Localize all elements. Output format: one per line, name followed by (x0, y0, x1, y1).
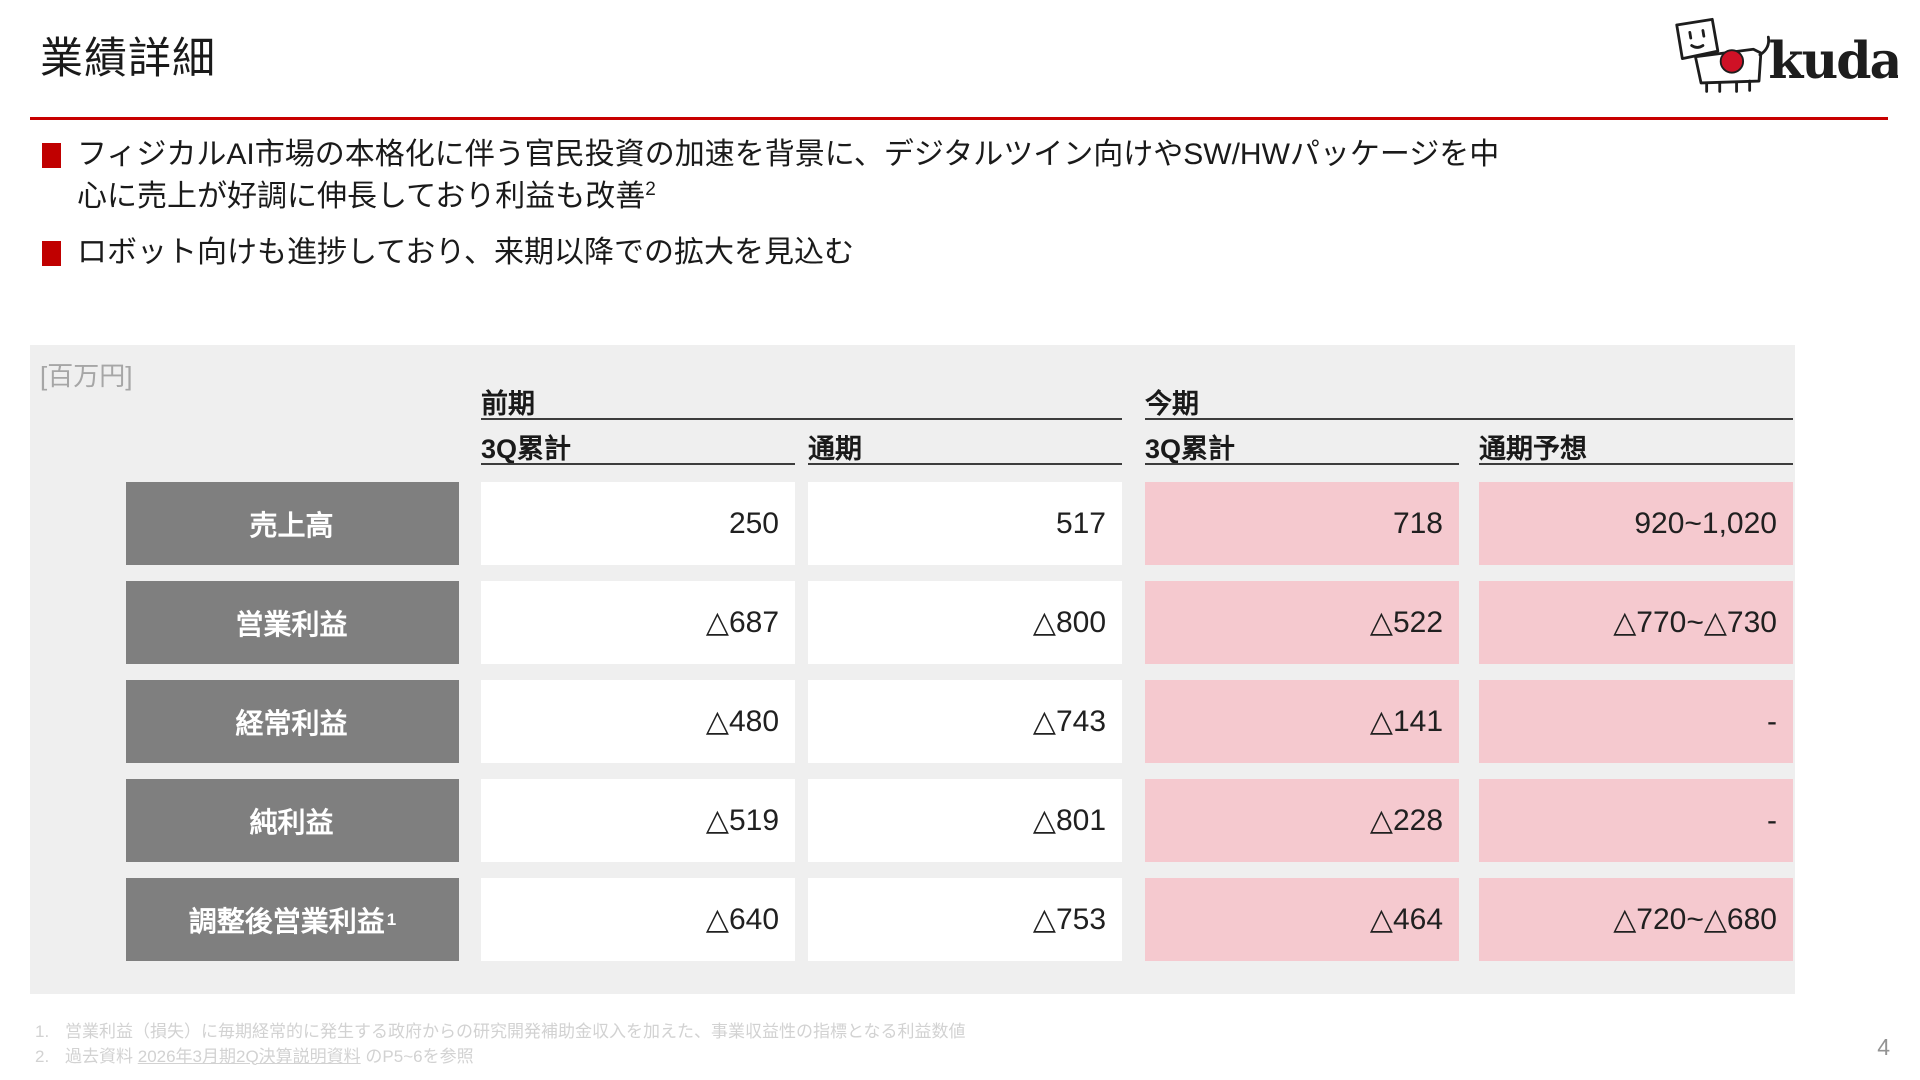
table-cell-highlighted: 718 (1145, 482, 1459, 565)
footnote-text: 営業利益（損失）に毎期経常的に発生する政府からの研究開発補助金収入を加えた、事業… (65, 1020, 966, 1045)
row-header: 経常利益 (126, 680, 459, 763)
column-header-underline (481, 463, 795, 465)
bullet-text: ロボット向けも進捗しており、来期以降での拡大を見込む (77, 232, 1527, 274)
footnote-number: 2. (35, 1046, 50, 1066)
table-cell: △753 (808, 878, 1122, 961)
column-header-full-year-forecast: 通期予想 (1479, 434, 1587, 464)
row-header-label: 純利益 (249, 806, 334, 838)
table-cell: △519 (481, 779, 795, 862)
table-cell-highlighted: △141 (1145, 680, 1459, 763)
row-header-label: 営業利益 (235, 608, 348, 640)
table-cell: △687 (481, 581, 795, 664)
bullet-text-body: フィジカルAI市場の本格化に伴う官民投資の加速を背景に、デジタルツイン向けやSW… (77, 138, 1500, 213)
table-cell-highlighted: △770~△730 (1479, 581, 1793, 664)
column-header-full-year-prev: 通期 (808, 434, 862, 464)
page-number: 4 (1877, 1034, 1890, 1060)
table-row-revenue: 売上高 250 517 718 920~1,020 (126, 482, 1793, 565)
bullet-item: ロボット向けも進捗しており、来期以降での拡大を見込む (42, 232, 1542, 274)
table-cell: △800 (808, 581, 1122, 664)
unit-label: [百万円] (40, 361, 133, 391)
row-header: 純利益 (126, 779, 459, 862)
table-cell-highlighted: △228 (1145, 779, 1459, 862)
table-row-adjusted-operating-profit: 調整後営業利益 1 △640 △753 △464 △720~△680 (126, 878, 1793, 961)
group-header-current-period: 今期 (1145, 389, 1199, 419)
kudan-dog-icon: kudan (1675, 17, 1920, 93)
page-title: 業績詳細 (40, 35, 216, 83)
bullet-list: フィジカルAI市場の本格化に伴う官民投資の加速を背景に、デジタルツイン向けやSW… (42, 134, 1542, 288)
footnote-1: 1. 営業利益（損失）に毎期経常的に発生する政府からの研究開発補助金収入を加えた… (35, 1020, 966, 1045)
table-row-operating-profit: 営業利益 △687 △800 △522 △770~△730 (126, 581, 1793, 664)
table-cell: △743 (808, 680, 1122, 763)
row-header-label: 調整後営業利益 (188, 905, 385, 937)
table-cell: △801 (808, 779, 1122, 862)
table-row-ordinary-profit: 経常利益 △480 △743 △141 - (126, 680, 1793, 763)
table-cell-highlighted: △522 (1145, 581, 1459, 664)
footnote-text-pre: 営業利益（損失）に毎期経常的に発生する政府からの研究開発補助金収入を加えた、事業… (65, 1022, 966, 1041)
bullet-square-icon (42, 143, 61, 168)
table-cell-highlighted: △720~△680 (1479, 878, 1793, 961)
table-cell-highlighted: △464 (1145, 878, 1459, 961)
title-divider (30, 117, 1888, 120)
bullet-item: フィジカルAI市場の本格化に伴う官民投資の加速を背景に、デジタルツイン向けやSW… (42, 134, 1542, 218)
group-header-previous-period: 前期 (481, 389, 535, 419)
kudan-logo: kudan (1663, 10, 1920, 101)
row-header: 売上高 (126, 482, 459, 565)
row-header-label: 経常利益 (235, 707, 348, 739)
table-cell-highlighted: - (1479, 680, 1793, 763)
footnote-link-presentation-material[interactable]: 2026年3月期2Q決算説明資料 (137, 1046, 361, 1066)
footnotes: 1. 営業利益（損失）に毎期経常的に発生する政府からの研究開発補助金収入を加えた… (35, 1020, 966, 1069)
row-header-label: 売上高 (249, 509, 334, 541)
column-header-underline (1145, 463, 1459, 465)
table-cell: △640 (481, 878, 795, 961)
column-header-3q-cumulative-prev: 3Q累計 (481, 434, 572, 464)
table-cell: 517 (808, 482, 1122, 565)
footnote-text: 過去資料 2026年3月期2Q決算説明資料 のP5~6を参照 (65, 1045, 474, 1070)
bullet-footnote-ref: 2 (645, 179, 656, 200)
bullet-text: フィジカルAI市場の本格化に伴う官民投資の加速を背景に、デジタルツイン向けやSW… (77, 134, 1527, 218)
bullet-square-icon (42, 241, 61, 266)
table-cell: 250 (481, 482, 795, 565)
footnote-text-pre: 過去資料 (65, 1046, 138, 1066)
table-cell: △480 (481, 680, 795, 763)
row-header: 調整後営業利益 1 (126, 878, 459, 961)
row-footnote-ref: 1 (386, 909, 397, 929)
table-row-net-profit: 純利益 △519 △801 △228 - (126, 779, 1793, 862)
table-cell-highlighted: 920~1,020 (1479, 482, 1793, 565)
footnote-number: 1. (35, 1022, 50, 1041)
row-header: 営業利益 (126, 581, 459, 664)
footnote-2: 2. 過去資料 2026年3月期2Q決算説明資料 のP5~6を参照 (35, 1045, 966, 1070)
column-header-underline (1479, 463, 1793, 465)
column-header-underline (808, 463, 1122, 465)
group-header-underline (1145, 418, 1793, 420)
table-cell-highlighted: - (1479, 779, 1793, 862)
column-header-3q-cumulative-current: 3Q累計 (1145, 434, 1236, 464)
footnote-text-post: のP5~6を参照 (360, 1046, 474, 1066)
logo-wordmark: kudan (1768, 31, 1898, 90)
bullet-text-body: ロボット向けも進捗しており、来期以降での拡大を見込む (77, 236, 854, 269)
group-header-underline (481, 418, 1122, 420)
